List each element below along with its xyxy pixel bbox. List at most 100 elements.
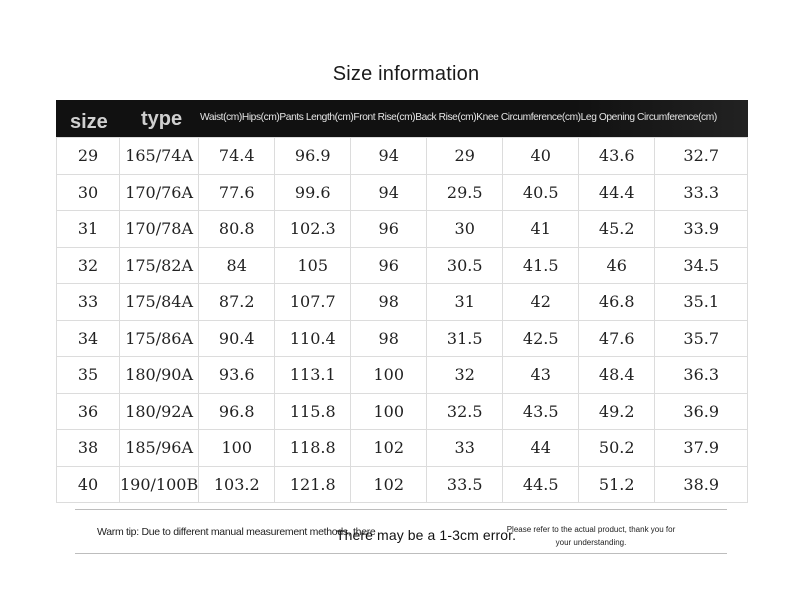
table-row: 31 170/78A 80.8 102.3 96 30 41 45.2 33.9 bbox=[56, 210, 749, 248]
cell-waist: 96.8 bbox=[198, 392, 276, 430]
table-row: 36 180/92A 96.8 115.8 100 32.5 43.5 49.2 36.9 bbox=[56, 392, 749, 430]
cell-waist: 90.4 bbox=[198, 319, 276, 357]
header-col-waist: Waist(cm) bbox=[200, 112, 242, 123]
cell-pants-length: 94 bbox=[350, 173, 428, 211]
cell-front-rise: 32.5 bbox=[426, 392, 504, 430]
cell-type: 175/82A bbox=[118, 246, 200, 284]
cell-front-rise: 30.5 bbox=[426, 246, 504, 284]
cell-hips: 105 bbox=[274, 246, 352, 284]
cell-type: 190/100B bbox=[118, 465, 200, 503]
cell-leg-opening: 36.9 bbox=[654, 392, 749, 430]
cell-leg-opening: 35.1 bbox=[654, 283, 749, 321]
cell-size: 30 bbox=[56, 173, 120, 211]
cell-hips: 102.3 bbox=[274, 210, 352, 248]
cell-size: 34 bbox=[56, 319, 120, 357]
cell-hips: 121.8 bbox=[274, 465, 352, 503]
cell-knee: 43.6 bbox=[578, 137, 656, 175]
cell-size: 38 bbox=[56, 429, 120, 467]
cell-front-rise: 29 bbox=[426, 137, 504, 175]
cell-back-rise: 40.5 bbox=[502, 173, 580, 211]
cell-leg-opening: 38.9 bbox=[654, 465, 749, 503]
refer-note: Please refer to the actual product, than… bbox=[506, 525, 676, 547]
table-row: 38 185/96A 100 118.8 102 33 44 50.2 37.9 bbox=[56, 429, 749, 467]
table-row: 34 175/86A 90.4 110.4 98 31.5 42.5 47.6 35.7 bbox=[56, 319, 749, 357]
cell-size: 35 bbox=[56, 356, 120, 394]
cell-hips: 115.8 bbox=[274, 392, 352, 430]
cell-type: 170/76A bbox=[118, 173, 200, 211]
cell-leg-opening: 36.3 bbox=[654, 356, 749, 394]
cell-front-rise: 31 bbox=[426, 283, 504, 321]
cell-front-rise: 33 bbox=[426, 429, 504, 467]
header-col-knee: Knee Circumference(cm) bbox=[476, 112, 581, 123]
cell-back-rise: 43.5 bbox=[502, 392, 580, 430]
header-type: type bbox=[141, 108, 183, 130]
header-columns: Waist(cm)Hips(cm)Pants Length(cm)Front R… bbox=[200, 112, 745, 123]
cell-waist: 87.2 bbox=[198, 283, 276, 321]
cell-pants-length: 100 bbox=[350, 392, 428, 430]
warm-tip-text: Warm tip: Due to different manual measur… bbox=[97, 526, 376, 538]
cell-hips: 110.4 bbox=[274, 319, 352, 357]
cell-size: 33 bbox=[56, 283, 120, 321]
cell-hips: 99.6 bbox=[274, 173, 352, 211]
cell-pants-length: 102 bbox=[350, 465, 428, 503]
cell-hips: 113.1 bbox=[274, 356, 352, 394]
cell-knee: 48.4 bbox=[578, 356, 656, 394]
cell-knee: 45.2 bbox=[578, 210, 656, 248]
table-header: size type Waist(cm)Hips(cm)Pants Length(… bbox=[56, 100, 748, 137]
cell-size: 36 bbox=[56, 392, 120, 430]
cell-pants-length: 96 bbox=[350, 246, 428, 284]
cell-type: 185/96A bbox=[118, 429, 200, 467]
cell-front-rise: 32 bbox=[426, 356, 504, 394]
header-col-back-rise: Back Rise(cm) bbox=[415, 112, 477, 123]
cell-knee: 50.2 bbox=[578, 429, 656, 467]
cell-front-rise: 33.5 bbox=[426, 465, 504, 503]
cell-size: 29 bbox=[56, 137, 120, 175]
cell-pants-length: 94 bbox=[350, 137, 428, 175]
cell-pants-length: 98 bbox=[350, 283, 428, 321]
cell-type: 165/74A bbox=[118, 137, 200, 175]
cell-back-rise: 42 bbox=[502, 283, 580, 321]
cell-waist: 74.4 bbox=[198, 137, 276, 175]
cell-type: 170/78A bbox=[118, 210, 200, 248]
table-row: 29 165/74A 74.4 96.9 94 29 40 43.6 32.7 bbox=[56, 137, 749, 175]
cell-back-rise: 44.5 bbox=[502, 465, 580, 503]
table-row: 35 180/90A 93.6 113.1 100 32 43 48.4 36.3 bbox=[56, 356, 749, 394]
size-table: 29 165/74A 74.4 96.9 94 29 40 43.6 32.7 30 170/76A… bbox=[56, 137, 749, 503]
cell-hips: 107.7 bbox=[274, 283, 352, 321]
header-col-front-rise: Front Rise(cm) bbox=[353, 112, 416, 123]
cell-waist: 84 bbox=[198, 246, 276, 284]
header-col-leg-opening: Leg Opening Circumference(cm) bbox=[580, 112, 718, 123]
header-size: size bbox=[70, 111, 108, 133]
cell-waist: 93.6 bbox=[198, 356, 276, 394]
cell-size: 40 bbox=[56, 465, 120, 503]
cell-back-rise: 41.5 bbox=[502, 246, 580, 284]
page-title: Size information bbox=[332, 63, 480, 85]
cell-leg-opening: 33.9 bbox=[654, 210, 749, 248]
cell-leg-opening: 37.9 bbox=[654, 429, 749, 467]
cell-pants-length: 100 bbox=[350, 356, 428, 394]
cell-hips: 96.9 bbox=[274, 137, 352, 175]
header-col-pants-length: Pants Length(cm) bbox=[279, 112, 354, 123]
cell-knee: 49.2 bbox=[578, 392, 656, 430]
cell-waist: 100 bbox=[198, 429, 276, 467]
cell-front-rise: 30 bbox=[426, 210, 504, 248]
cell-back-rise: 42.5 bbox=[502, 319, 580, 357]
cell-leg-opening: 35.7 bbox=[654, 319, 749, 357]
footer-divider-bottom bbox=[75, 553, 727, 554]
cell-knee: 47.6 bbox=[578, 319, 656, 357]
cell-knee: 46.8 bbox=[578, 283, 656, 321]
cell-size: 32 bbox=[56, 246, 120, 284]
table-row: 30 170/76A 77.6 99.6 94 29.5 40.5 44.4 33.3 bbox=[56, 173, 749, 211]
error-note: There may be a 1-3cm error. bbox=[336, 527, 517, 543]
cell-knee: 51.2 bbox=[578, 465, 656, 503]
cell-front-rise: 31.5 bbox=[426, 319, 504, 357]
size-table-body: 29 165/74A 74.4 96.9 94 29 40 43.6 32.7 30 170/76A… bbox=[56, 137, 749, 503]
cell-type: 180/92A bbox=[118, 392, 200, 430]
cell-back-rise: 41 bbox=[502, 210, 580, 248]
cell-knee: 44.4 bbox=[578, 173, 656, 211]
cell-waist: 77.6 bbox=[198, 173, 276, 211]
cell-type: 175/84A bbox=[118, 283, 200, 321]
cell-type: 175/86A bbox=[118, 319, 200, 357]
cell-hips: 118.8 bbox=[274, 429, 352, 467]
cell-front-rise: 29.5 bbox=[426, 173, 504, 211]
